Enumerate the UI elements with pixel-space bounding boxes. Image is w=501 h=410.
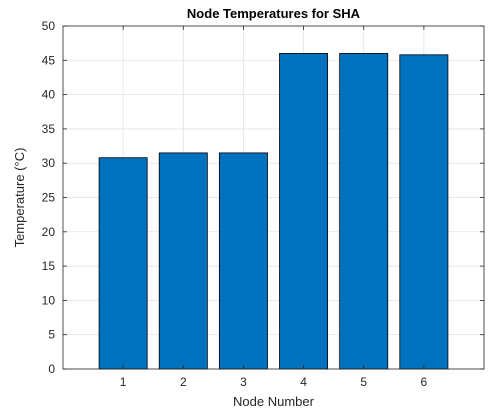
y-tick-label: 50 xyxy=(42,19,56,33)
y-tick-label: 45 xyxy=(42,53,56,67)
x-tick-label: 6 xyxy=(421,375,428,389)
x-tick-label: 3 xyxy=(240,375,247,389)
bars xyxy=(98,53,449,370)
y-tick-label: 30 xyxy=(42,156,56,170)
x-tick-label: 5 xyxy=(360,375,367,389)
bar-node-4 xyxy=(279,53,329,370)
x-axis-label: Node Number xyxy=(233,394,315,409)
x-tick-label: 1 xyxy=(120,375,127,389)
tick-marks xyxy=(63,25,484,370)
x-tick-label: 2 xyxy=(180,375,187,389)
bar-node-2 xyxy=(158,152,208,370)
y-tick-label: 0 xyxy=(48,362,55,376)
y-tick-label: 35 xyxy=(42,122,56,136)
chart-title: Node Temperatures for SHA xyxy=(187,6,361,21)
y-tick-labels: 0 5 10 15 20 25 30 35 40 45 50 xyxy=(42,19,56,376)
bar-node-5 xyxy=(339,53,389,370)
bar-node-6 xyxy=(399,54,449,370)
y-tick-label: 25 xyxy=(42,191,56,205)
x-tick-label: 4 xyxy=(300,375,307,389)
y-axis-label: Temperature (°C) xyxy=(12,148,27,248)
x-tick-labels: 1 2 3 4 5 6 xyxy=(120,375,428,389)
y-tick-label: 5 xyxy=(48,328,55,342)
bar-node-1 xyxy=(98,157,148,370)
y-tick-label: 40 xyxy=(42,88,56,102)
y-tick-label: 10 xyxy=(42,293,56,307)
y-tick-label: 20 xyxy=(42,225,56,239)
y-tick-label: 15 xyxy=(42,259,56,273)
bar-node-3 xyxy=(218,152,268,370)
